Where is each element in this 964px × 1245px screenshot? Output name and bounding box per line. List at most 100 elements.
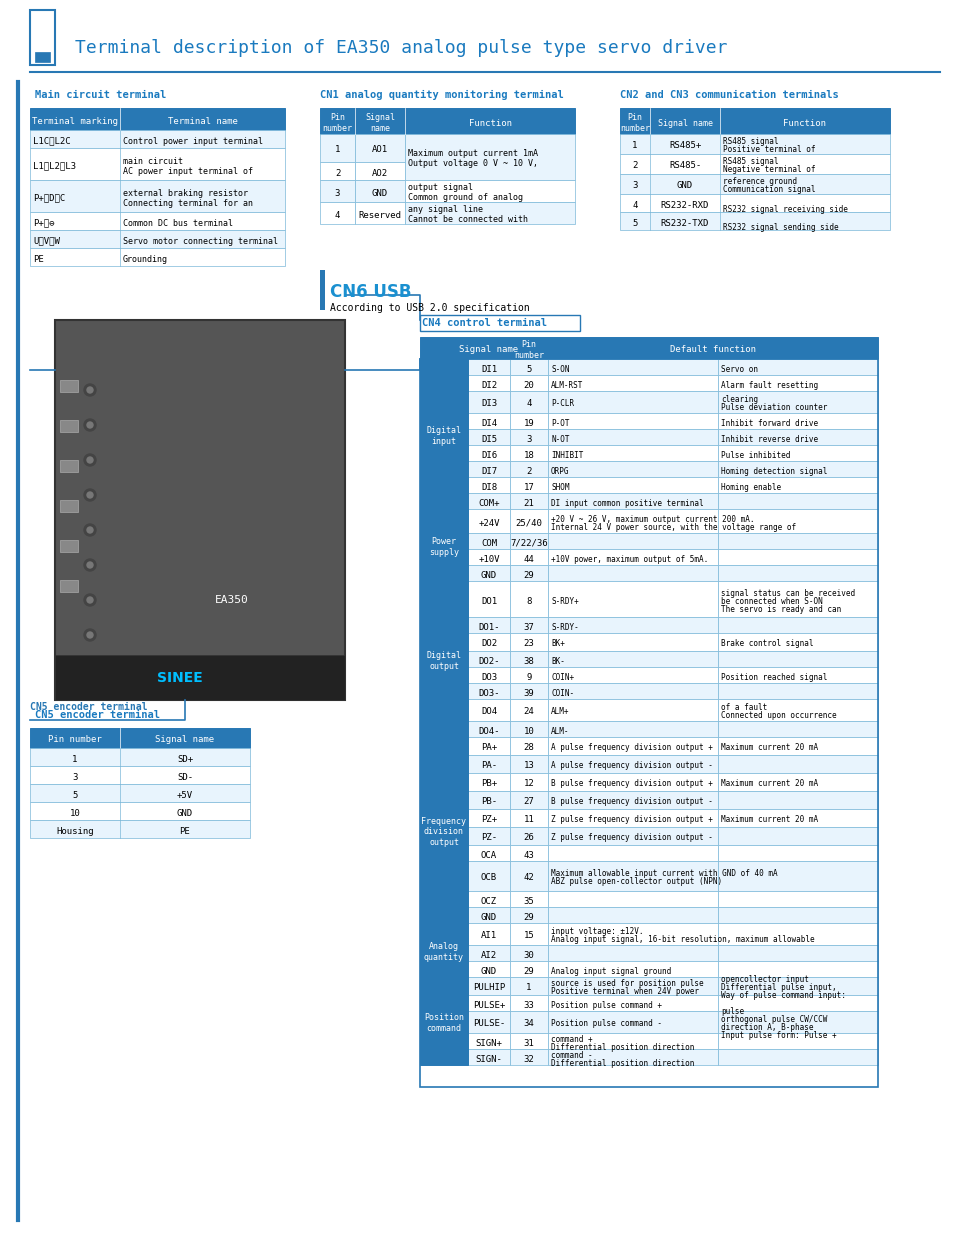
- Bar: [355, 162, 405, 181]
- Bar: [510, 391, 548, 413]
- Text: 1: 1: [526, 984, 532, 992]
- Circle shape: [84, 383, 96, 396]
- Bar: [510, 961, 548, 977]
- Bar: [510, 651, 548, 667]
- Text: ALM-RST: ALM-RST: [551, 381, 583, 390]
- Text: Pulse deviation counter: Pulse deviation counter: [721, 403, 827, 412]
- Text: PE: PE: [33, 254, 43, 264]
- Bar: [30, 230, 285, 248]
- Bar: [468, 430, 510, 444]
- Text: ABZ pulse open-collector output (NPN): ABZ pulse open-collector output (NPN): [551, 878, 722, 886]
- Bar: [468, 891, 510, 908]
- Bar: [548, 891, 718, 908]
- Bar: [548, 923, 718, 945]
- Text: PZ-: PZ-: [481, 833, 497, 843]
- Bar: [718, 1050, 878, 1064]
- Bar: [510, 908, 548, 923]
- Text: PA+: PA+: [481, 743, 497, 752]
- Bar: [510, 461, 548, 477]
- Text: Z pulse frequency division output -: Z pulse frequency division output -: [551, 833, 712, 843]
- Bar: [30, 148, 285, 181]
- Bar: [420, 581, 468, 737]
- Text: PULHIP: PULHIP: [473, 984, 505, 992]
- Text: A pulse frequency division output -: A pulse frequency division output -: [551, 762, 712, 771]
- Bar: [30, 748, 250, 766]
- Text: Default function: Default function: [670, 346, 756, 355]
- Text: Common ground of analog: Common ground of analog: [408, 193, 523, 202]
- Bar: [718, 581, 878, 618]
- Text: command +: command +: [551, 1035, 593, 1043]
- Circle shape: [84, 594, 96, 606]
- Bar: [60, 540, 78, 552]
- Bar: [718, 1011, 878, 1033]
- Bar: [718, 809, 878, 827]
- Bar: [420, 977, 468, 1064]
- Bar: [510, 721, 548, 737]
- Text: 1: 1: [72, 754, 78, 763]
- Text: Signal name: Signal name: [657, 118, 712, 127]
- Text: P-CLR: P-CLR: [551, 400, 575, 408]
- Text: SIGN+: SIGN+: [475, 1038, 502, 1047]
- Text: RS485+: RS485+: [669, 142, 701, 151]
- Text: P+、⊖: P+、⊖: [33, 219, 55, 228]
- Text: 29: 29: [523, 570, 534, 579]
- Text: 2: 2: [335, 168, 340, 178]
- Bar: [620, 174, 890, 194]
- Text: DI1: DI1: [481, 365, 497, 374]
- Bar: [468, 413, 510, 430]
- Text: PULSE+: PULSE+: [473, 1001, 505, 1010]
- Bar: [320, 134, 355, 162]
- Bar: [718, 827, 878, 845]
- Text: EA350: EA350: [215, 595, 249, 605]
- Bar: [468, 721, 510, 737]
- Bar: [718, 493, 878, 509]
- Text: AC power input terminal of: AC power input terminal of: [123, 167, 253, 176]
- Text: signal status can be received: signal status can be received: [721, 589, 855, 598]
- Bar: [405, 134, 575, 181]
- Bar: [718, 862, 878, 891]
- Text: DO2-: DO2-: [478, 656, 499, 666]
- Bar: [510, 754, 548, 773]
- Bar: [468, 359, 510, 375]
- Text: +24V: +24V: [478, 518, 499, 528]
- Circle shape: [87, 492, 93, 498]
- Text: 2: 2: [526, 467, 532, 476]
- Text: Grounding: Grounding: [123, 254, 168, 264]
- Text: PE: PE: [179, 827, 190, 835]
- Bar: [510, 581, 548, 618]
- Bar: [468, 632, 510, 651]
- Text: orthogonal pulse CW/CCW: orthogonal pulse CW/CCW: [721, 1016, 827, 1025]
- Bar: [548, 1033, 718, 1050]
- Bar: [510, 923, 548, 945]
- Bar: [468, 618, 510, 632]
- Text: PULSE-: PULSE-: [473, 1020, 505, 1028]
- Bar: [548, 533, 718, 549]
- Text: DI2: DI2: [481, 381, 497, 390]
- Bar: [420, 737, 468, 923]
- Text: 35: 35: [523, 896, 534, 905]
- Text: ALM+: ALM+: [551, 707, 570, 717]
- Bar: [718, 509, 878, 533]
- Text: OCB: OCB: [481, 874, 497, 883]
- Text: Maximum current 20 mA: Maximum current 20 mA: [721, 743, 818, 752]
- Text: 32: 32: [523, 1055, 534, 1063]
- Circle shape: [84, 420, 96, 431]
- Bar: [468, 565, 510, 581]
- Bar: [548, 1011, 718, 1033]
- Bar: [510, 413, 548, 430]
- Text: 3: 3: [72, 772, 78, 782]
- Bar: [548, 444, 718, 461]
- Text: 24: 24: [523, 707, 534, 717]
- Text: Homing detection signal: Homing detection signal: [721, 467, 827, 476]
- Bar: [468, 461, 510, 477]
- Text: Digital
output: Digital output: [426, 651, 462, 671]
- Text: Connected upon occurrence: Connected upon occurrence: [721, 711, 837, 721]
- Bar: [60, 500, 78, 512]
- Text: 23: 23: [523, 640, 534, 649]
- Bar: [620, 212, 890, 230]
- Text: Position reached signal: Position reached signal: [721, 672, 827, 681]
- Bar: [510, 632, 548, 651]
- Bar: [30, 802, 250, 820]
- Bar: [620, 194, 890, 212]
- Text: 33: 33: [523, 1001, 534, 1010]
